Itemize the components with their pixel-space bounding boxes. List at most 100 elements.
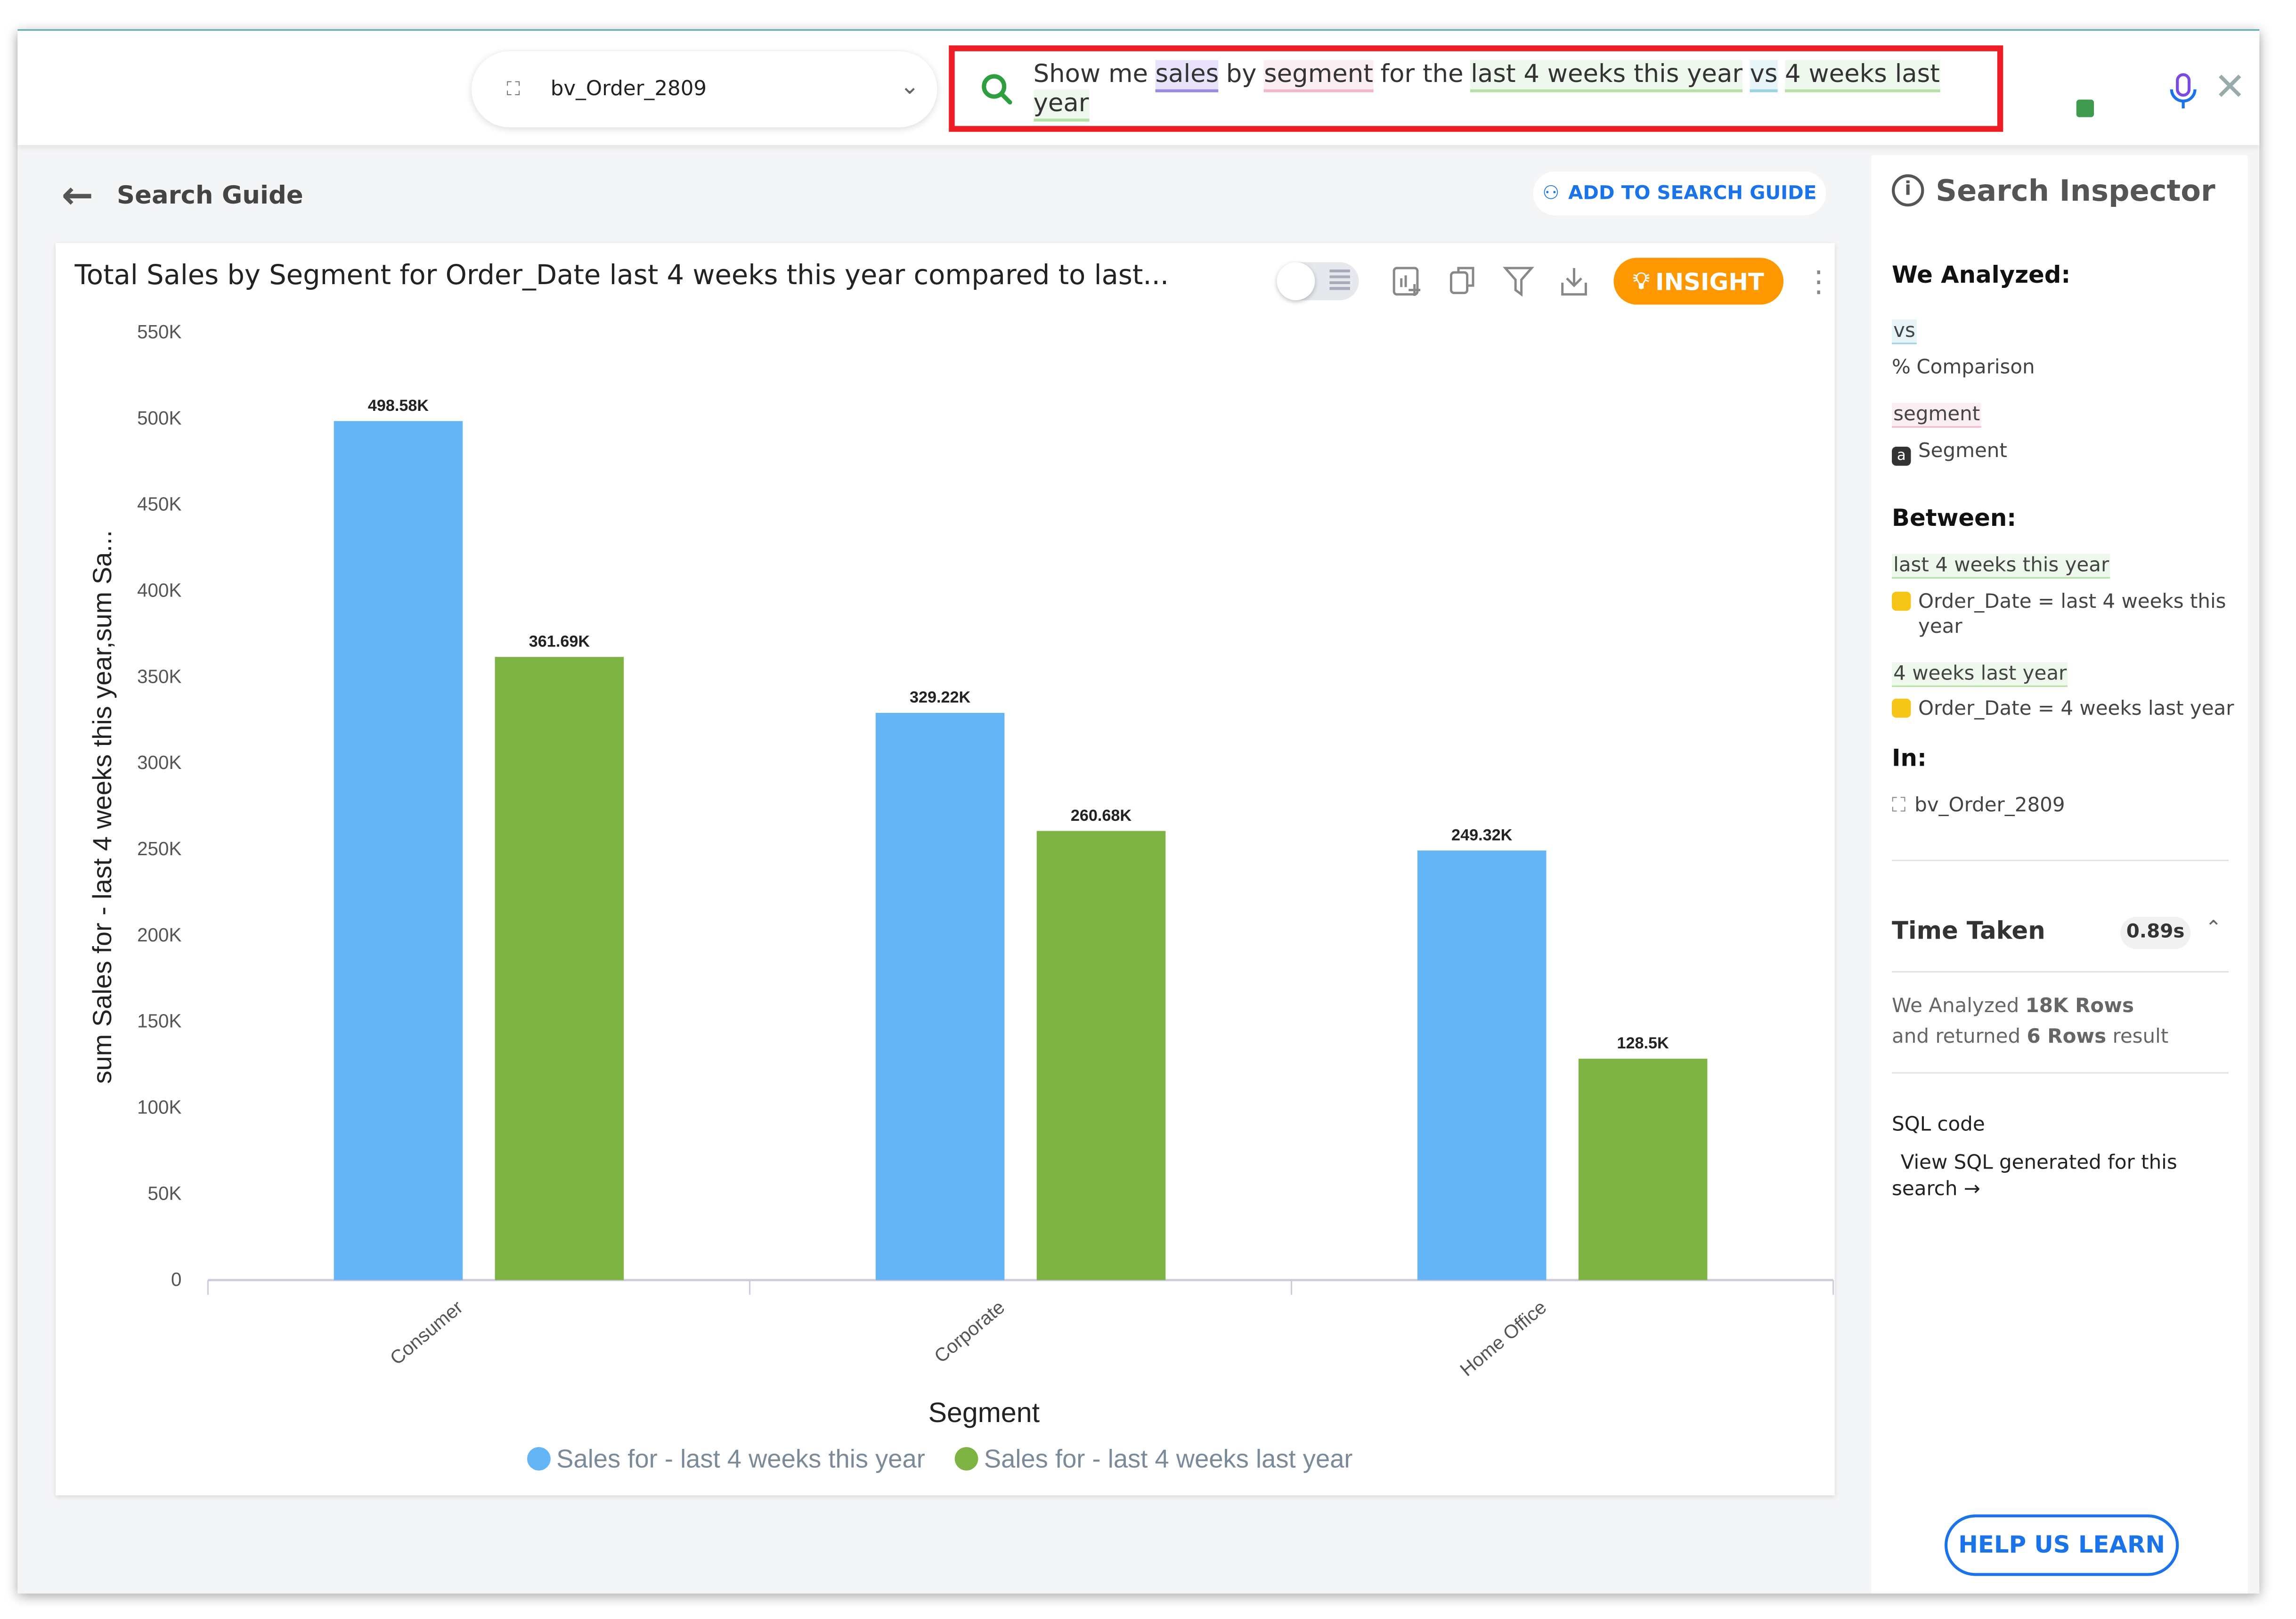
segment-token: segment <box>1892 402 1982 428</box>
in-heading: In: <box>1892 744 1927 772</box>
legend-label: Sales for - last 4 weeks last year <box>984 1445 1353 1473</box>
range1-token: last 4 weeks this year <box>1892 553 2111 579</box>
query-tokens: Show me sales by segment for the last 4 weeks… <box>1033 59 1997 121</box>
bar-data-label: 128.5K <box>1617 1034 1669 1052</box>
search-inspector-panel: i Search Inspector We Analyzed: vs % Comp… <box>1871 155 2248 1594</box>
table-view-icon[interactable] <box>1329 269 1350 290</box>
range1-description: Order_Date = last 4 weeks this <box>1918 590 2226 614</box>
chevron-down-icon: ⌄ <box>900 72 920 100</box>
bar-data-label: 498.58K <box>368 397 429 415</box>
x-axis-title: Segment <box>928 1397 1040 1428</box>
datasource-dropdown[interactable]: ⛶ bv_Order_2809 ⌄ <box>471 51 937 128</box>
top-bar: ⛶ bv_Order_2809 ⌄ Show me sales by segment f… <box>17 31 2260 145</box>
bar-data-label: 329.22K <box>910 688 971 706</box>
view-sql-link-cont[interactable]: search → <box>1892 1177 1980 1201</box>
chart-table-toggle[interactable] <box>1277 262 1359 301</box>
datasource-name: bv_Order_2809 <box>550 77 707 101</box>
y-tick-label: 300K <box>137 752 181 773</box>
attribute-icon: a <box>1892 447 1911 466</box>
view-sql-link[interactable]: View SQL generated for this <box>1900 1151 2177 1175</box>
y-tick-label: 150K <box>137 1010 181 1032</box>
search-guide-label: Search Guide <box>117 181 303 211</box>
query-token-measure[interactable]: sales <box>1155 59 1219 92</box>
range2-description: Order_Date = 4 weeks last year <box>1918 697 2234 721</box>
y-axis-title: sum Sales for - last 4 weeks this year,s… <box>87 530 117 1084</box>
datasource-icon: ⛶ <box>506 78 520 100</box>
datasource-icon: ⛶ <box>1892 793 1906 818</box>
bar-1 <box>1578 1058 1708 1280</box>
microphone-icon[interactable] <box>2167 72 2199 110</box>
app-frame: ⛶ bv_Order_2809 ⌄ Show me sales by segment f… <box>17 29 2260 1594</box>
add-to-search-guide-label: ADD TO SEARCH GUIDE <box>1568 182 1817 204</box>
more-options-icon[interactable]: ⋮ <box>1804 263 1833 299</box>
info-icon: i <box>1892 174 1924 207</box>
inspector-title: Search Inspector <box>1936 172 2215 208</box>
bar-data-label: 249.32K <box>1451 826 1513 844</box>
vs-token: vs <box>1892 319 1917 344</box>
y-tick-label: 550K <box>137 321 181 343</box>
rows-analyzed-text: We Analyzed <box>1892 994 2026 1018</box>
time-taken-value: 0.89s <box>2120 916 2191 949</box>
bar-data-label: 361.69K <box>529 632 590 650</box>
y-tick-label: 400K <box>137 580 181 601</box>
insight-label: INSIGHT <box>1655 267 1764 295</box>
search-guide-back[interactable]: ← Search Guide <box>62 174 303 218</box>
y-tick-label: 50K <box>148 1182 182 1204</box>
insight-button[interactable]: 💡︎ INSIGHT <box>1613 258 1784 305</box>
range2-token: 4 weeks last year <box>1892 662 2068 687</box>
y-tick-label: 100K <box>137 1096 181 1118</box>
y-tick-label: 200K <box>137 924 181 946</box>
rows-analyzed-count: 18K Rows <box>2025 994 2134 1018</box>
chart-title: Total Sales by Segment for Order_Date la… <box>74 261 1169 292</box>
query-token-attribute[interactable]: segment <box>1264 59 1373 92</box>
bar-1 <box>1036 831 1166 1280</box>
calendar-icon <box>1892 698 1911 718</box>
chart-toolbar: 💡︎ INSIGHT ⋮ <box>1277 252 1833 311</box>
x-tick-label: Home Office <box>1456 1296 1550 1381</box>
bar-0 <box>334 421 463 1280</box>
legend-marker <box>527 1447 551 1471</box>
help-us-learn-button[interactable]: HELP US LEARN <box>1944 1514 2179 1576</box>
add-to-search-guide-button[interactable]: ⚇ ADD TO SEARCH GUIDE <box>1533 171 1826 215</box>
segment-description: Segment <box>1918 439 2007 463</box>
divider <box>1892 859 2229 861</box>
query-token-plain[interactable]: by <box>1226 59 1257 89</box>
percent-comparison-icon: % <box>1892 356 1911 380</box>
time-taken-heading: Time Taken <box>1892 916 2045 945</box>
chart-card: Total Sales by Segment for Order_Date la… <box>56 243 1835 1496</box>
query-token-plain[interactable]: for the <box>1380 59 1464 89</box>
analyzed-heading: We Analyzed: <box>1892 261 2071 289</box>
between-heading: Between: <box>1892 504 2017 532</box>
x-tick-label: Corporate <box>930 1296 1009 1367</box>
rows-returned-count: 6 Rows <box>2027 1025 2107 1049</box>
arrow-left-icon: ← <box>61 174 94 219</box>
bar-data-label: 260.68K <box>1071 807 1132 825</box>
search-input[interactable]: Show me sales by segment for the last 4 weeks… <box>949 45 2003 132</box>
chart-view-icon[interactable] <box>1277 262 1315 301</box>
filter-icon[interactable] <box>1501 264 1536 299</box>
sql-code-label: SQL code <box>1892 1113 1985 1137</box>
y-tick-label: 0 <box>171 1268 181 1290</box>
vs-description: Comparison <box>1916 356 2035 380</box>
range1-description-cont: year <box>1918 615 1962 639</box>
y-tick-label: 350K <box>137 665 181 687</box>
query-token-plain[interactable]: Show me <box>1033 59 1148 89</box>
close-icon[interactable]: ✕ <box>2214 65 2246 110</box>
lightbulb-icon: 💡︎ <box>1633 266 1650 294</box>
bar-0 <box>1417 850 1547 1280</box>
x-tick-label: Consumer <box>386 1296 467 1369</box>
rows-returned-suffix: result <box>2106 1025 2169 1049</box>
query-token-keyword[interactable]: vs <box>1750 59 1778 92</box>
divider <box>1892 1072 2229 1074</box>
y-tick-label: 250K <box>137 838 181 859</box>
search-icon <box>982 73 1012 104</box>
chevron-up-icon[interactable]: ⌃ <box>2205 916 2222 940</box>
download-icon[interactable] <box>1556 264 1592 299</box>
add-chart-icon[interactable] <box>1390 264 1425 299</box>
y-tick-label: 450K <box>137 493 181 515</box>
duplicate-icon[interactable] <box>1445 264 1481 299</box>
search-inspector-heading: i Search Inspector <box>1892 173 2215 208</box>
in-datasource: bv_Order_2809 <box>1914 793 2065 818</box>
status-indicator <box>2076 99 2094 117</box>
query-token-date[interactable]: last 4 weeks this year <box>1471 59 1743 92</box>
